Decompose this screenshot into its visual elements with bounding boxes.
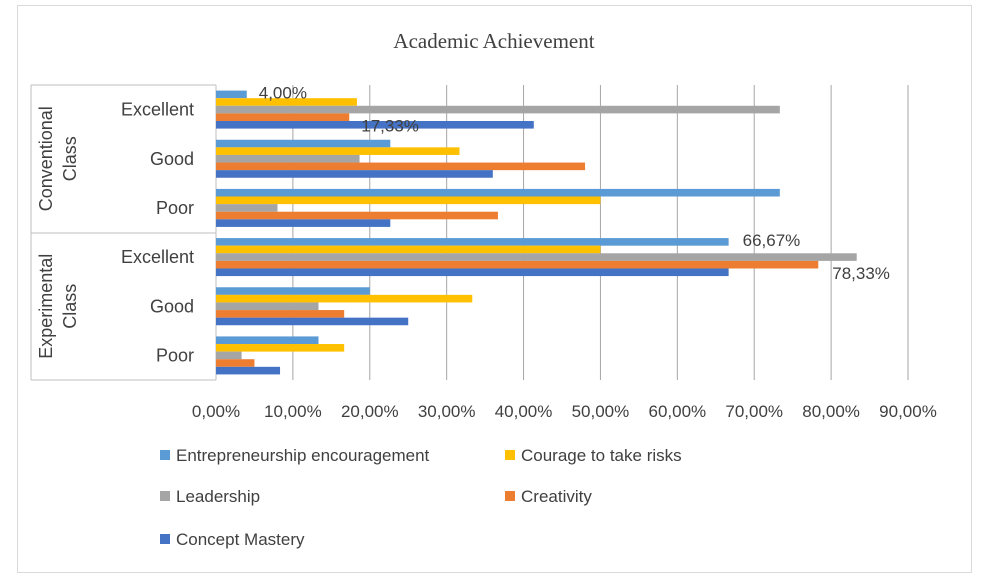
bar-3 [216,113,350,121]
x-tick-label: 0,00% [192,402,240,421]
legend-label: Concept Mastery [176,530,305,549]
x-tick-label: 80,00% [802,402,860,421]
data-label: 4,00% [259,84,307,103]
bar-4 [216,120,534,129]
x-tick-label: 30,00% [418,402,476,421]
bar-3 [216,211,498,220]
bar-0 [216,238,729,246]
x-tick-label: 10,00% [264,402,322,421]
data-label: 17,33% [361,116,419,135]
legend-label: Leadership [176,487,260,506]
legend-label: Entrepreneurship encouragement [176,446,430,465]
x-tick-label: 50,00% [572,402,630,421]
legend-swatch [505,450,515,460]
bar-4 [216,219,391,227]
legend-swatch [160,534,170,544]
group-label: Conventional Class [36,106,80,211]
bar-3 [216,310,345,318]
legend-swatch [505,491,515,501]
bar-4 [216,170,493,178]
category-label: Good [150,296,194,316]
bar-4 [216,366,281,375]
bar-0 [216,188,780,197]
category-label: Poor [156,345,194,365]
bar-0 [216,336,319,345]
bar-3 [216,162,586,171]
category-label: Excellent [121,100,194,120]
x-tick-label: 20,00% [341,402,399,421]
bar-4 [216,268,729,277]
bar-1 [216,147,460,155]
chart-title: Academic Achievement [393,29,594,53]
x-tick-label: 60,00% [648,402,706,421]
legend-label: Courage to take risks [521,446,682,465]
category-label: Excellent [121,247,194,267]
bar-0 [216,90,247,99]
bar-1 [216,294,473,303]
bar-2 [216,302,319,311]
category-label: Poor [156,198,194,218]
legend-swatch [160,491,170,501]
bar-2 [216,105,780,114]
x-tick-label: 70,00% [725,402,783,421]
bar-3 [216,260,819,269]
bar-0 [216,287,370,295]
chart-frame [17,5,972,573]
bar-1 [216,98,357,106]
x-tick-label: 40,00% [495,402,553,421]
bar-2 [216,154,360,163]
data-label: 66,67% [743,231,801,250]
bar-2 [216,253,857,261]
legend-swatch [160,450,170,460]
bar-1 [216,245,601,254]
bar-1 [216,344,345,352]
legend-label: Creativity [521,487,592,506]
bar-4 [216,317,409,326]
bar-3 [216,359,255,367]
data-label: 78,33% [832,264,890,283]
x-tick-label: 90,00% [879,402,937,421]
bar-2 [216,204,278,212]
bar-1 [216,196,601,205]
group-label: Experimental Class [36,254,80,359]
category-label: Good [150,149,194,169]
bar-2 [216,351,242,360]
bar-0 [216,139,391,148]
